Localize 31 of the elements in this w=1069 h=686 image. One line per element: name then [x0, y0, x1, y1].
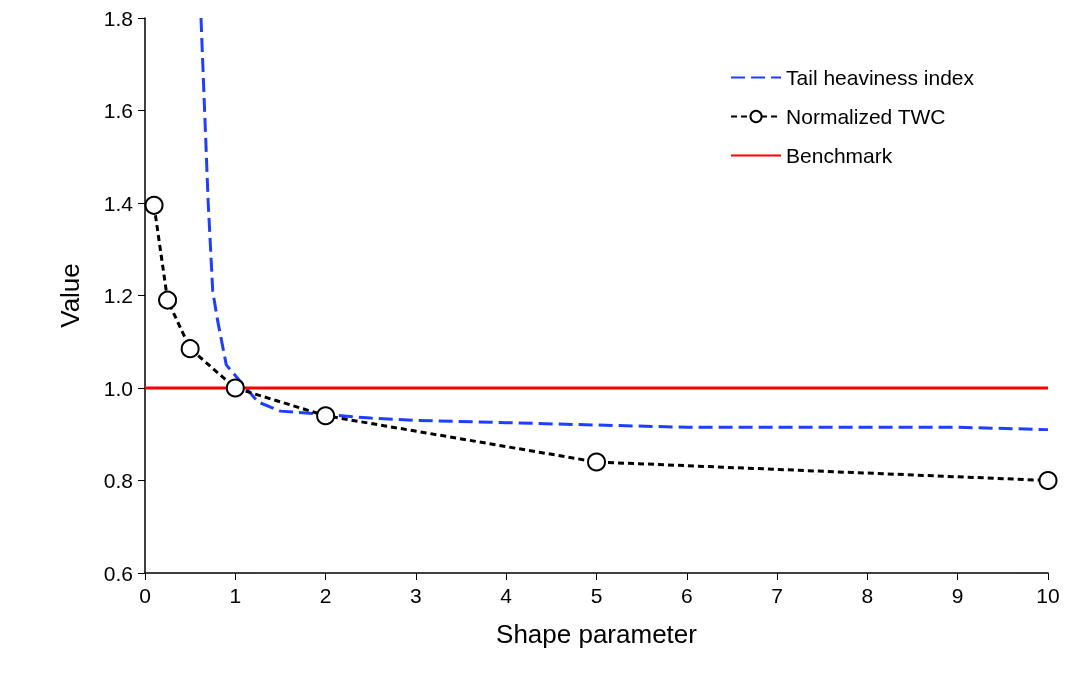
- y-tick-label: 0.6: [103, 561, 133, 585]
- legend-label: Tail heaviness index: [786, 66, 975, 89]
- point: [587, 452, 606, 472]
- x-tick-label: 4: [500, 584, 513, 607]
- line-series: [199, 16, 1050, 432]
- y-tick-label: 1.4: [103, 191, 134, 215]
- point: [180, 339, 200, 359]
- x-tick-label: 6: [680, 584, 693, 607]
- x-tick-label: 3: [410, 584, 422, 607]
- point: [144, 195, 164, 215]
- y-tick-label: 1.8: [103, 6, 133, 30]
- y-axis-title: Value: [55, 263, 85, 328]
- x-tick-label: 9: [951, 584, 964, 607]
- x-tick-label: 5: [590, 584, 603, 607]
- x-tick-label: 7: [771, 584, 783, 607]
- x-tick-label: 2: [319, 584, 332, 607]
- point: [1038, 471, 1058, 490]
- point: [316, 406, 336, 426]
- x-tick-label: 8: [861, 584, 874, 607]
- y-tick-label: 1.2: [103, 284, 133, 307]
- y-tick-label: 1.0: [103, 376, 133, 400]
- legend-label: Benchmark: [786, 144, 893, 167]
- x-tick-label: 1: [229, 584, 242, 607]
- y-tick-label: 1.6: [103, 99, 133, 122]
- y-tick-label: 0.8: [103, 469, 133, 492]
- x-tick-label: 10: [1036, 584, 1060, 607]
- x-axis-title: Shape parameter: [496, 619, 698, 649]
- legend-label: Normalized TWC: [786, 105, 946, 128]
- x-tick-label: 0: [139, 584, 151, 607]
- point: [225, 378, 245, 398]
- point: [158, 290, 178, 310]
